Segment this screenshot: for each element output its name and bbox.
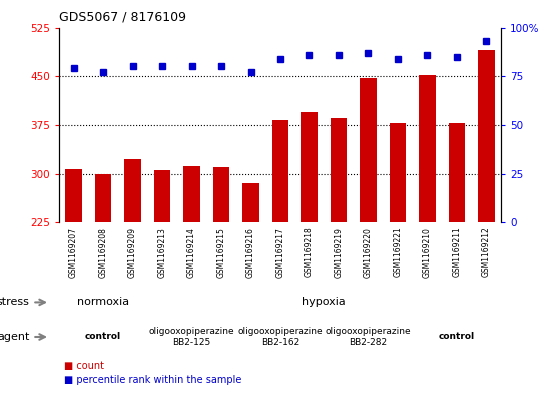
Bar [184,166,199,222]
Bar [390,123,406,222]
Text: oligooxopiperazine
BB2-282: oligooxopiperazine BB2-282 [326,327,411,347]
Text: GSM1169212: GSM1169212 [482,227,491,277]
Text: stress: stress [0,298,29,307]
Text: GSM1169211: GSM1169211 [452,227,461,277]
Bar [419,75,436,222]
Text: GSM1169209: GSM1169209 [128,227,137,278]
Text: GSM1169220: GSM1169220 [364,227,373,277]
Bar [66,169,82,222]
Text: GDS5067 / 8176109: GDS5067 / 8176109 [59,11,186,24]
Text: control: control [439,332,475,342]
Bar [272,120,288,222]
Bar [301,112,318,222]
Text: agent: agent [0,332,29,342]
Bar [124,159,141,222]
Bar [213,167,229,222]
Text: ■ count: ■ count [64,361,104,371]
Text: GSM1169214: GSM1169214 [187,227,196,277]
Text: ■ percentile rank within the sample: ■ percentile rank within the sample [64,375,242,385]
Bar [95,174,111,222]
Text: GSM1169221: GSM1169221 [394,227,403,277]
Text: GSM1169217: GSM1169217 [276,227,284,277]
Bar [449,123,465,222]
Bar [242,184,259,222]
Bar [154,171,170,222]
Text: GSM1169208: GSM1169208 [99,227,108,277]
Bar [361,77,376,222]
Text: GSM1169215: GSM1169215 [217,227,226,277]
Text: normoxia: normoxia [77,298,129,307]
Text: oligooxopiperazine
BB2-162: oligooxopiperazine BB2-162 [237,327,323,347]
Bar [331,118,347,222]
Text: oligooxopiperazine
BB2-125: oligooxopiperazine BB2-125 [149,327,234,347]
Bar [478,50,494,222]
Text: GSM1169207: GSM1169207 [69,227,78,278]
Text: GSM1169213: GSM1169213 [157,227,166,277]
Text: hypoxia: hypoxia [302,298,346,307]
Text: GSM1169210: GSM1169210 [423,227,432,277]
Text: control: control [85,332,121,342]
Text: GSM1169216: GSM1169216 [246,227,255,277]
Text: GSM1169219: GSM1169219 [334,227,343,277]
Text: GSM1169218: GSM1169218 [305,227,314,277]
